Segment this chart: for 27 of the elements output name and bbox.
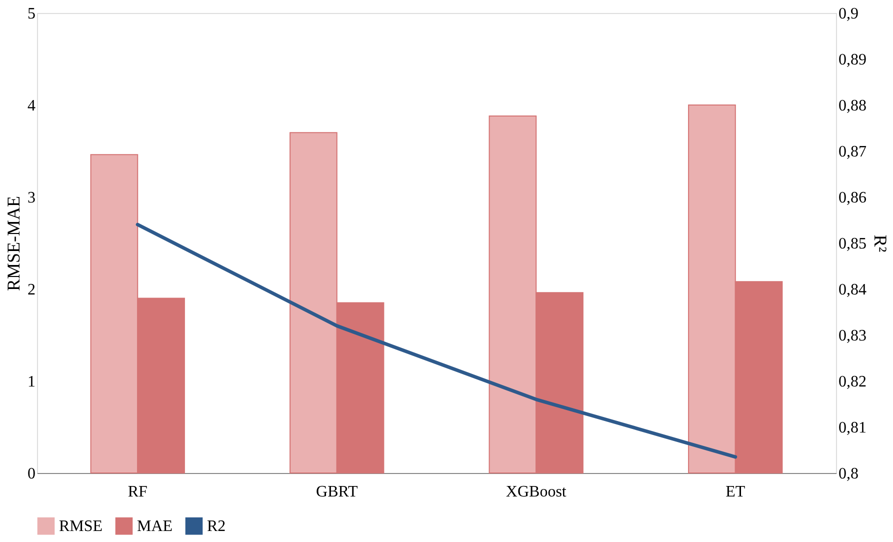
y2-tick-label: 0,82 — [838, 374, 866, 390]
line-series — [136, 222, 738, 459]
x-tick-label: RF — [128, 484, 148, 500]
y2-tick-label: 0,88 — [838, 98, 866, 114]
x-tick-label: GBRT — [316, 484, 358, 500]
y2-tick-label: 0,87 — [838, 144, 866, 160]
y-tick-label: 1 — [28, 374, 36, 390]
y2-tick-label: 0,9 — [838, 6, 858, 22]
y2-tick-label: 0,85 — [838, 236, 866, 252]
x-tick-label: XGBoost — [506, 484, 567, 500]
y2-tick-label: 0,84 — [838, 282, 866, 298]
y2-tick-label: 0,83 — [838, 328, 866, 344]
y-axis-title: RMSE-MAE — [4, 196, 24, 292]
y-tick-label: 5 — [28, 6, 36, 22]
y-tick-label: 3 — [28, 190, 36, 206]
legend-label: R2 — [207, 518, 226, 536]
y2-tick-label: 0,89 — [838, 52, 866, 68]
legend-label: RMSE — [59, 518, 103, 536]
y2-tick-label: 0,8 — [838, 466, 858, 482]
y2-tick-label: 0,81 — [838, 420, 866, 436]
y-tick-label: 4 — [28, 98, 36, 114]
x-tick-label: ET — [726, 484, 746, 500]
y-tick-label: 0 — [28, 466, 36, 482]
y2-axis-title: R² — [870, 234, 890, 252]
y2-tick-label: 0,86 — [838, 190, 866, 206]
legend-label: MAE — [137, 518, 173, 536]
y-tick-label: 2 — [28, 282, 36, 298]
